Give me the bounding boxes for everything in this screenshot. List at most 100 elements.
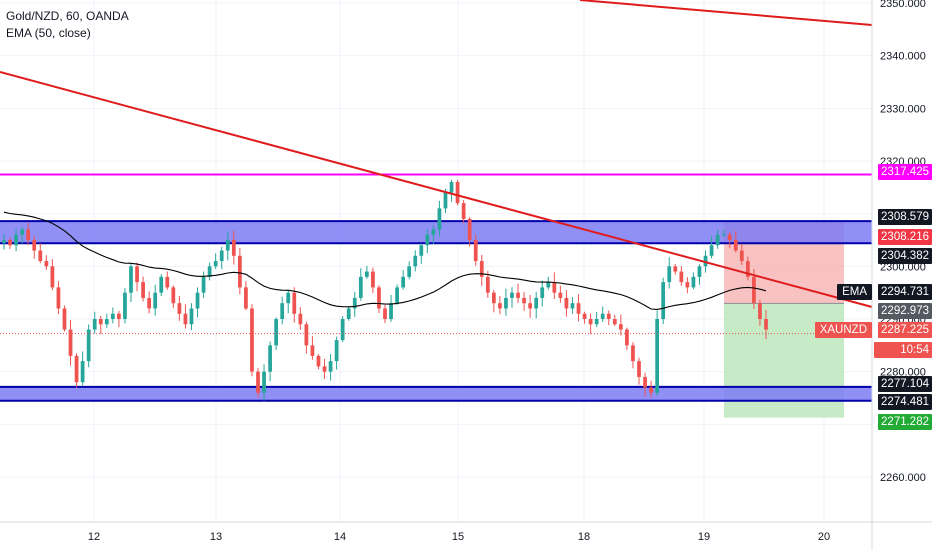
candle-body xyxy=(104,319,109,325)
candle xyxy=(625,327,629,351)
candle-body xyxy=(26,229,31,240)
candle-body xyxy=(576,303,581,314)
candle-body xyxy=(504,297,508,309)
candle-body xyxy=(2,240,6,244)
candle xyxy=(328,353,333,381)
candle-body xyxy=(129,266,133,293)
candle-body xyxy=(177,303,182,314)
entry-price-tag: 2292.973 xyxy=(878,303,932,319)
candle xyxy=(207,262,212,281)
candle-body xyxy=(546,282,551,288)
candle-body xyxy=(310,345,315,356)
y-tick-label: 2350.000 xyxy=(880,0,926,10)
candle xyxy=(153,284,158,316)
candle xyxy=(685,277,690,294)
candle-body xyxy=(358,276,363,298)
candle xyxy=(534,291,539,319)
candle xyxy=(171,285,176,309)
candle-body xyxy=(570,303,575,309)
candle xyxy=(389,294,393,322)
candle-body xyxy=(383,308,387,319)
candle xyxy=(600,306,605,323)
candle-body xyxy=(625,329,629,346)
candle xyxy=(340,315,345,342)
candle xyxy=(358,268,363,301)
candle-body xyxy=(600,313,605,319)
candle-body xyxy=(44,261,49,267)
candle xyxy=(570,297,575,314)
candle-body xyxy=(473,240,478,262)
lower-zone-top-price-tag: 2277.104 xyxy=(878,376,932,392)
candle-body xyxy=(594,319,599,325)
candle-body xyxy=(110,313,115,319)
candle-body xyxy=(352,297,357,309)
candle-body xyxy=(733,240,738,251)
candle-body xyxy=(225,240,230,251)
candle-body xyxy=(661,282,666,319)
candle-body xyxy=(38,250,43,262)
candle xyxy=(455,179,460,206)
candle-body xyxy=(56,287,61,309)
candle-body xyxy=(268,345,272,372)
candle xyxy=(346,306,351,321)
candle xyxy=(316,354,321,370)
candle-body xyxy=(50,266,55,288)
symbol-name-tag: XAUNZD xyxy=(814,322,872,338)
candle-body xyxy=(691,276,696,288)
candle-body xyxy=(74,355,79,383)
candle-body xyxy=(631,345,635,362)
candle-body xyxy=(552,282,557,293)
candle-body xyxy=(685,282,690,288)
candle xyxy=(110,307,115,324)
candle-body xyxy=(14,234,18,246)
y-tick-label: 2280.000 xyxy=(880,367,926,379)
indicator-label[interactable]: EMA (50, close) xyxy=(6,26,91,40)
candle xyxy=(407,261,412,280)
candle xyxy=(86,324,91,368)
candle-body xyxy=(540,287,545,298)
candle xyxy=(74,353,79,388)
candle-body xyxy=(721,234,726,236)
candle xyxy=(310,336,315,360)
candle xyxy=(304,321,309,354)
candle-body xyxy=(643,376,647,388)
candle-body xyxy=(558,292,563,298)
candle-body xyxy=(395,287,399,304)
candle-body xyxy=(510,292,514,298)
candle-body xyxy=(171,287,176,304)
candle xyxy=(280,296,285,325)
candle xyxy=(637,357,641,385)
candle xyxy=(618,314,623,336)
lower-zone xyxy=(0,386,872,401)
candle-body xyxy=(231,240,236,256)
zone-top-price-tag: 2308.579 xyxy=(878,209,932,225)
candle-body xyxy=(401,276,406,288)
candle-body xyxy=(219,250,224,262)
candle xyxy=(237,247,242,295)
candle xyxy=(594,311,599,328)
candle xyxy=(80,351,85,386)
candle xyxy=(92,311,97,334)
candle xyxy=(395,284,399,305)
candle xyxy=(322,358,327,380)
take-profit-price-tag: 2271.282 xyxy=(878,414,932,430)
candle xyxy=(135,262,139,292)
candle-body xyxy=(147,297,152,309)
candle-body xyxy=(522,297,526,304)
candle xyxy=(250,304,254,377)
candle-body xyxy=(334,340,339,362)
candle xyxy=(745,256,750,281)
candle-body xyxy=(183,313,188,325)
symbol-title[interactable]: Gold/NZD, 60, OANDA xyxy=(6,9,129,23)
candle-body xyxy=(498,303,502,309)
candle-body xyxy=(431,229,436,235)
candle xyxy=(286,290,291,314)
upper-zone xyxy=(0,221,872,244)
candle xyxy=(467,217,472,247)
candle xyxy=(129,264,133,303)
candle-body xyxy=(68,329,73,356)
candle xyxy=(213,253,218,270)
x-tick-label: 12 xyxy=(88,531,100,543)
candle xyxy=(377,285,381,314)
